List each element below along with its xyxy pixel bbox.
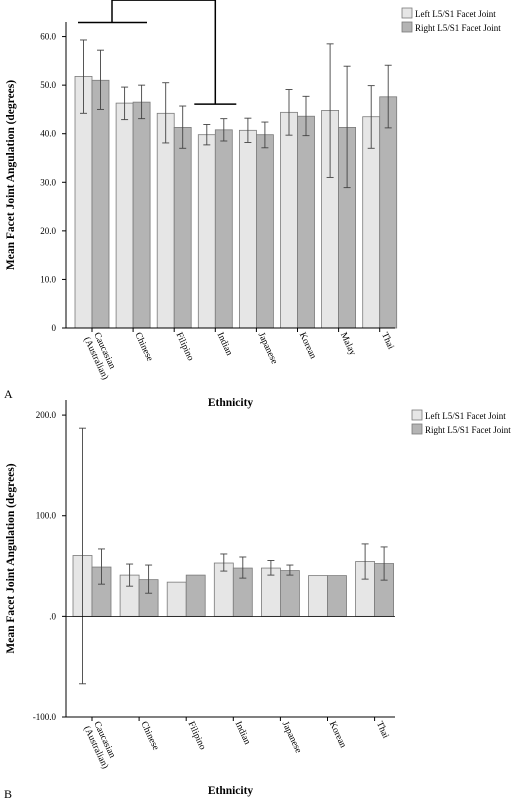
legend-label: Left L5/S1 Facet Joint — [415, 9, 496, 19]
bar — [379, 96, 398, 329]
bar — [297, 115, 315, 329]
bar — [214, 129, 233, 329]
bar — [327, 575, 347, 617]
x-tick-label-line: Indian — [215, 331, 234, 357]
x-tick-label: Chinese — [138, 720, 160, 752]
x-tick-label-line: Malay — [338, 331, 357, 357]
x-tick-label: Filipino — [173, 331, 195, 363]
bar — [132, 101, 151, 329]
x-tick-label: Japanese — [256, 331, 279, 366]
y-tick-label: 100.0 — [36, 511, 57, 521]
x-tick-label: Chinese — [132, 331, 154, 363]
significance-bracket — [111, 0, 217, 105]
x-axis-label: Ethnicity — [208, 397, 254, 409]
x-tick-label-line: Filipino — [173, 331, 195, 363]
x-tick-label-line: Korean — [297, 331, 318, 361]
x-tick-label-line: Japanese — [280, 720, 303, 755]
y-tick-label: 30.0 — [40, 177, 56, 187]
x-tick-label: Caucasian(Australian) — [81, 331, 119, 381]
x-tick-label-line: Filipino — [185, 720, 207, 752]
x-tick-label: Korean — [327, 720, 348, 750]
x-tick-label-line: Chinese — [138, 720, 160, 752]
legend-swatch — [411, 409, 423, 421]
x-tick-label-line: Chinese — [132, 331, 154, 363]
bar — [238, 129, 257, 329]
y-tick-label: 10.0 — [40, 274, 56, 284]
panel-label: B — [4, 787, 12, 800]
legend-swatch — [401, 7, 413, 19]
x-tick-label-line: Korean — [327, 720, 348, 750]
bar — [197, 134, 216, 329]
x-tick-label: Korean — [297, 331, 318, 361]
y-tick-label: 50.0 — [40, 80, 56, 90]
legend-swatch — [411, 423, 423, 435]
y-tick-label: -100.0 — [33, 712, 57, 722]
legend-label: Right L5/S1 Facet Joint — [415, 23, 501, 33]
y-tick-label: .0 — [49, 611, 56, 621]
bar — [166, 581, 187, 617]
x-tick-label: Thai — [379, 331, 396, 351]
chart-panel-b: -100.0 .0 100.0 200.0 Caucasian(Australian) C… — [4, 400, 511, 801]
y-tick-label: 0 — [52, 323, 57, 333]
bar — [74, 76, 93, 329]
legend-swatch — [401, 21, 413, 33]
x-tick-label: Caucasian(Australian) — [81, 720, 119, 770]
x-tick-label-line: Japanese — [256, 331, 279, 366]
legend-label: Left L5/S1 Facet Joint — [425, 411, 506, 421]
x-tick-label: Thai — [374, 720, 391, 740]
x-tick-label: Indian — [233, 720, 252, 746]
y-axis-label: Mean Facet Joint Angulation (degrees) — [5, 80, 17, 270]
x-tick-label: Filipino — [185, 720, 207, 752]
bar — [280, 111, 298, 329]
bar — [115, 102, 134, 329]
bar — [279, 570, 300, 617]
y-tick-label: 200.0 — [36, 410, 57, 420]
x-tick-label: Malay — [338, 331, 357, 357]
bar — [255, 134, 274, 329]
chart-panel-a: 0 10.0 20.0 30.0 40.0 50.0 60.0 Caucasian(Austr… — [4, 0, 501, 409]
y-axis-label: Mean Facet Joint Angulation (degrees) — [5, 463, 17, 653]
y-tick-label: 40.0 — [40, 129, 56, 139]
bar — [156, 112, 175, 329]
y-tick-label: 60.0 — [40, 32, 56, 42]
x-tick-label-line: Thai — [374, 720, 391, 740]
x-tick-label-line: Thai — [379, 331, 396, 351]
y-tick-label: 20.0 — [40, 226, 56, 236]
x-tick-label-line: Indian — [233, 720, 252, 746]
bar — [185, 574, 206, 617]
bar — [308, 575, 328, 617]
x-tick-label: Indian — [215, 331, 234, 357]
legend-label: Right L5/S1 Facet Joint — [425, 425, 511, 435]
x-axis-label: Ethnicity — [208, 785, 254, 797]
bar — [91, 79, 110, 329]
bar — [173, 127, 192, 329]
panel-label: A — [4, 387, 13, 401]
x-tick-label: Japanese — [280, 720, 303, 755]
